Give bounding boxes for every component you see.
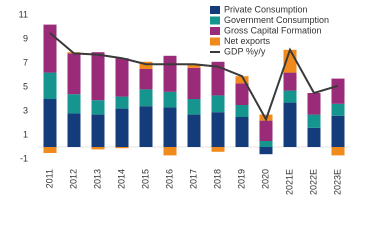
bar-segment <box>67 53 81 95</box>
bar-segment <box>307 127 321 147</box>
bar-segment <box>43 147 57 153</box>
bar-segment <box>187 114 201 147</box>
x-tick-label: 2013 <box>92 169 102 189</box>
bar-segment <box>259 120 273 141</box>
bar-segment <box>139 106 153 147</box>
bar-segment <box>211 147 225 152</box>
bar-segment <box>283 102 297 147</box>
y-tick-label: -1 <box>20 153 28 163</box>
y-tick-label: 5 <box>23 81 28 91</box>
y-tick-label: 7 <box>23 57 28 67</box>
bar-segment <box>43 99 57 147</box>
legend-label: Net exports <box>224 36 271 46</box>
bar-segment <box>331 115 345 147</box>
bar-segment <box>187 99 201 115</box>
y-tick-label: 11 <box>19 9 28 19</box>
bar-segment <box>115 96 129 109</box>
x-tick-label: 2019 <box>236 169 246 189</box>
y-tick-label: 9 <box>23 33 28 43</box>
x-tick-label: 2015 <box>140 169 150 189</box>
bar-segment <box>163 107 177 147</box>
bar-segment <box>283 90 297 103</box>
x-tick-label: 2017 <box>188 169 198 189</box>
x-tick-label: 2023E <box>332 169 342 195</box>
bar-segment <box>67 94 81 114</box>
bar-segment <box>187 64 201 68</box>
bar-segment <box>91 100 105 115</box>
bar-segment <box>331 147 345 156</box>
bar-segment <box>211 95 225 113</box>
bar-segment <box>235 117 249 147</box>
bar-segment <box>139 61 153 69</box>
bar-segment <box>67 113 81 147</box>
bar-segment <box>163 91 177 108</box>
legend-swatch <box>210 37 220 46</box>
legend-label: Government Consumption <box>224 15 329 25</box>
bar-segment <box>163 147 177 156</box>
y-tick-label: 1 <box>23 129 28 139</box>
x-tick-label: 2022E <box>308 169 318 195</box>
x-tick-label: 2011 <box>44 169 54 188</box>
legend-swatch <box>210 16 220 25</box>
x-tick-label: 2014 <box>116 169 126 189</box>
bar-segment <box>91 147 105 150</box>
gdp-line <box>49 32 339 122</box>
bar-segment <box>331 78 345 104</box>
x-tick-label: 2016 <box>164 169 174 189</box>
x-tick-label: 2020 <box>260 169 270 189</box>
bar-segment <box>211 61 225 96</box>
bar-segment <box>235 105 249 117</box>
bar-segment <box>139 69 153 90</box>
bar-segment <box>115 108 129 147</box>
bar-segment <box>235 83 249 105</box>
y-tick-label: 3 <box>23 105 28 115</box>
x-tick-label: 2021E <box>284 169 294 195</box>
legend-label: Gross Capital Formation <box>224 25 322 35</box>
bar-segment <box>259 141 273 147</box>
bar-segment <box>307 114 321 128</box>
bar-segment <box>187 67 201 99</box>
legend-swatch <box>210 6 220 14</box>
bar-segment <box>259 147 273 155</box>
bar-segment <box>91 114 105 147</box>
legend-label: GDP %y/y <box>224 46 266 56</box>
x-tick-label: 2012 <box>68 169 78 189</box>
bar-segment <box>115 58 129 97</box>
bar-segment <box>163 55 177 92</box>
chart: -1 1 3 5 7 9 11 2011 2012 2013 2014 2015 2016 2017 201… <box>19 4 350 195</box>
bar-segment <box>331 103 345 116</box>
bar-segment <box>43 24 57 73</box>
bar-segment <box>43 72 57 99</box>
bar-segment <box>211 112 225 147</box>
bar-segment <box>307 93 321 115</box>
bar-segment <box>139 89 153 107</box>
legend-label: Private Consumption <box>224 4 308 14</box>
legend-swatch <box>210 27 220 35</box>
bar-segment <box>115 147 129 149</box>
x-tick-label: 2018 <box>212 169 222 189</box>
bar-segment <box>235 76 249 84</box>
bar-segment <box>283 72 297 91</box>
bar-segment <box>91 52 105 101</box>
